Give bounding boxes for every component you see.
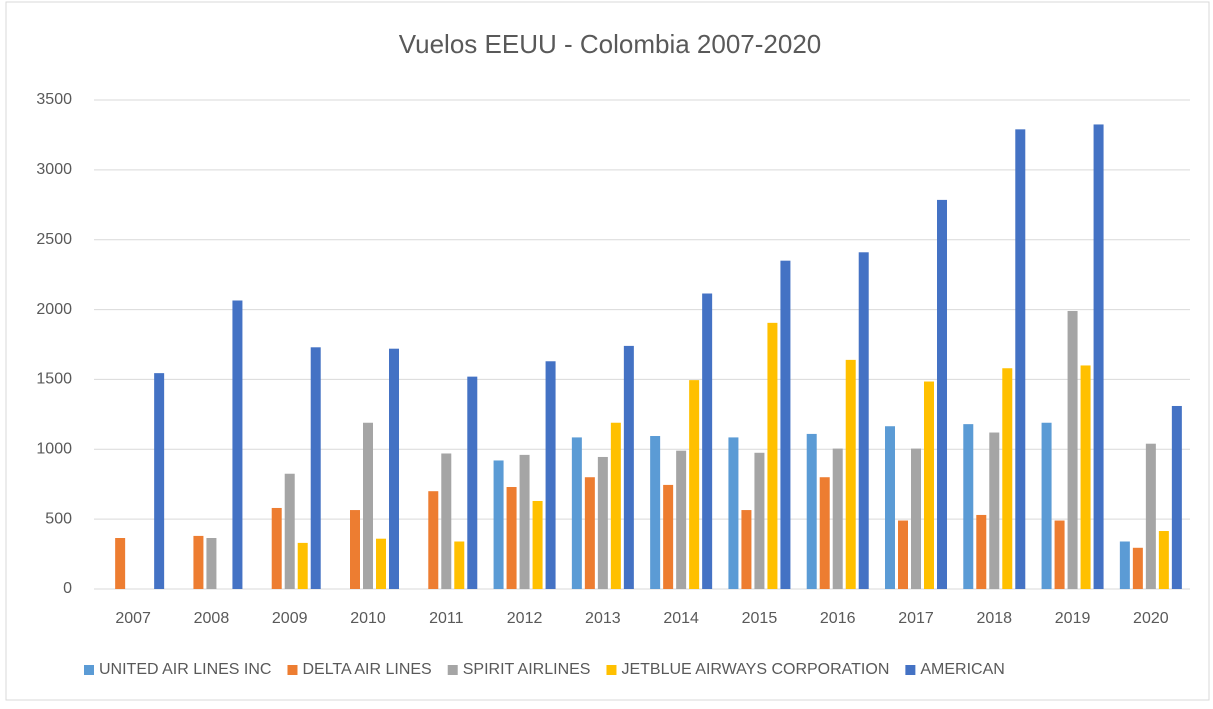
bar [754,452,765,589]
y-tick-label: 1500 [36,371,72,388]
bar [911,448,921,589]
bar [676,450,687,589]
bar [1041,422,1052,589]
x-tick-label: 2007 [115,610,151,627]
x-tick-label: 2018 [976,610,1012,627]
bar [297,542,308,589]
legend-swatch [447,665,458,675]
bar [1054,520,1065,589]
bar [806,433,817,589]
x-tick-label: 2015 [742,610,778,627]
bar [532,500,543,589]
x-tick-label: 2010 [350,610,386,627]
bar [650,436,661,589]
y-tick-label: 0 [63,580,72,597]
legend-label: JETBLUE AIRWAYS CORPORATION [621,661,889,678]
bar [454,541,465,589]
bar [1015,129,1026,589]
bar [728,437,739,589]
legend-label: UNITED AIR LINES INC [99,661,271,678]
chart-border [5,1,1210,701]
bar [924,381,934,589]
bar [976,514,987,589]
bar [571,437,582,589]
bar [271,507,282,589]
x-tick-label: 2020 [1133,610,1169,627]
bar [610,422,621,589]
legend-swatch [905,665,916,675]
bar [963,424,974,589]
bar [428,491,439,589]
x-tick-label: 2019 [1055,610,1091,627]
bar [519,454,530,589]
bar [310,347,321,589]
bar [1080,365,1091,589]
bar [845,359,856,589]
bar [584,477,595,589]
bar [898,520,908,589]
x-tick-label: 2017 [898,610,934,627]
legend-swatch [606,665,617,675]
x-tick-label: 2011 [429,610,464,627]
bar [1093,124,1104,589]
bar [115,538,126,589]
bar [741,510,752,589]
bar [780,260,791,589]
bar [506,487,517,589]
x-tick-label: 2013 [585,610,621,627]
bar [1132,547,1143,589]
bar [937,199,947,589]
bar [663,484,674,589]
x-tick-label: 2009 [272,610,308,627]
chart-title: Vuelos EEUU - Colombia 2007-2020 [399,29,822,59]
bar [767,322,778,589]
bar [832,448,843,589]
bar [702,293,713,589]
legend-label: AMERICAN [920,661,1004,678]
x-tick-label: 2014 [663,610,699,627]
bar [623,345,634,589]
bar [989,432,1000,589]
bar [545,361,556,589]
bar [232,300,243,589]
bar [389,348,399,589]
bar [1158,531,1169,589]
x-tick-label: 2012 [507,610,543,627]
bar [467,376,478,589]
legend-label: SPIRIT AIRLINES [463,661,591,678]
bar [193,535,204,589]
x-tick-label: 2008 [194,610,230,627]
y-tick-label: 3500 [36,91,72,108]
y-tick-label: 3000 [36,161,72,178]
bar [858,252,869,589]
bar [1002,368,1013,589]
bar [1171,405,1182,589]
legend-label: DELTA AIR LINES [302,661,431,678]
legend-swatch [287,665,298,675]
bar [441,453,452,589]
bar [1119,541,1130,589]
bar [1145,443,1156,589]
bar [206,538,217,589]
bar [1067,310,1078,589]
bar [376,538,386,589]
bar [493,460,504,589]
bar [597,456,608,589]
bar [689,380,700,589]
x-tick-label: 2016 [820,610,856,627]
y-tick-label: 500 [45,510,72,527]
legend-swatch [84,665,94,675]
bar [363,422,373,589]
bar [350,510,360,589]
bar [819,477,830,589]
y-tick-label: 2500 [36,231,72,248]
y-tick-label: 1000 [36,441,72,458]
y-tick-label: 2000 [36,301,72,318]
bar [154,373,165,589]
bar [284,473,295,589]
bar [885,426,895,589]
